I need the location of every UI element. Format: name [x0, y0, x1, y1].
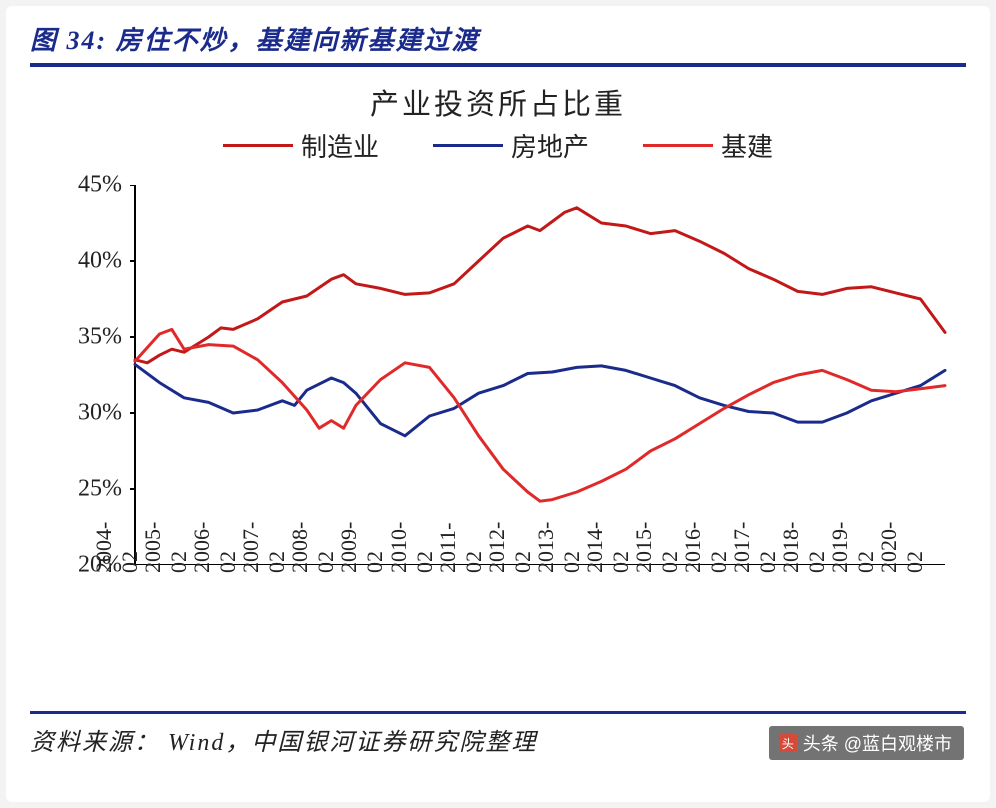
x-tick-label: 2018-02: [778, 522, 830, 573]
x-tick-label: 2015-02: [631, 522, 683, 573]
line-chart-svg: [130, 185, 950, 565]
plot-region: 20%25%30%35%40%45%2004-022005-022006-022…: [130, 185, 950, 565]
chart-title: 产业投资所占比重: [30, 81, 966, 123]
toutiao-icon: 头: [779, 734, 797, 752]
y-tick-label: 40%: [78, 248, 130, 275]
y-tick-label: 25%: [78, 476, 130, 503]
legend-label: 房地产: [511, 127, 589, 164]
legend-item-infrastructure: 基建: [643, 127, 773, 164]
x-tick-label: 2011-02: [435, 522, 487, 573]
x-tick-label: 2012-02: [484, 522, 536, 573]
legend-label: 基建: [721, 127, 773, 164]
legend-swatch: [433, 144, 503, 147]
legend-item-realestate: 房地产: [433, 127, 589, 164]
legend-label: 制造业: [301, 127, 379, 164]
y-tick-label: 30%: [78, 400, 130, 427]
x-tick-label: 2010-02: [386, 522, 438, 573]
chart-card: 图 34: 房住不炒，基建向新基建过渡 产业投资所占比重 制造业 房地产 基建 …: [6, 6, 990, 802]
x-tick-label: 2014-02: [582, 522, 634, 573]
x-tick-label: 2006-02: [189, 522, 241, 573]
x-tick-label: 2007-02: [238, 522, 290, 573]
x-tick-label: 2019-02: [827, 522, 879, 573]
x-tick-label: 2017-02: [729, 522, 781, 573]
x-tick-label: 2009-02: [336, 522, 388, 573]
legend-swatch: [643, 144, 713, 147]
y-tick-label: 45%: [78, 172, 130, 199]
legend-swatch: [223, 144, 293, 147]
x-tick-label: 2004-02: [91, 522, 143, 573]
legend: 制造业 房地产 基建: [30, 127, 966, 164]
legend-item-manufacturing: 制造业: [223, 127, 379, 164]
chart-area: 产业投资所占比重 制造业 房地产 基建 20%25%30%35%40%45%20…: [30, 67, 966, 707]
x-tick-label: 2013-02: [533, 522, 585, 573]
y-tick-label: 35%: [78, 324, 130, 351]
figure-title: 图 34: 房住不炒，基建向新基建过渡: [30, 20, 966, 63]
watermark: 头 头条 @蓝白观楼市: [769, 726, 964, 760]
watermark-text: 头条 @蓝白观楼市: [803, 730, 952, 756]
x-tick-label: 2008-02: [287, 522, 339, 573]
x-tick-label: 2016-02: [680, 522, 732, 573]
x-tick-label: 2020-02: [876, 522, 928, 573]
x-tick-label: 2005-02: [140, 522, 192, 573]
